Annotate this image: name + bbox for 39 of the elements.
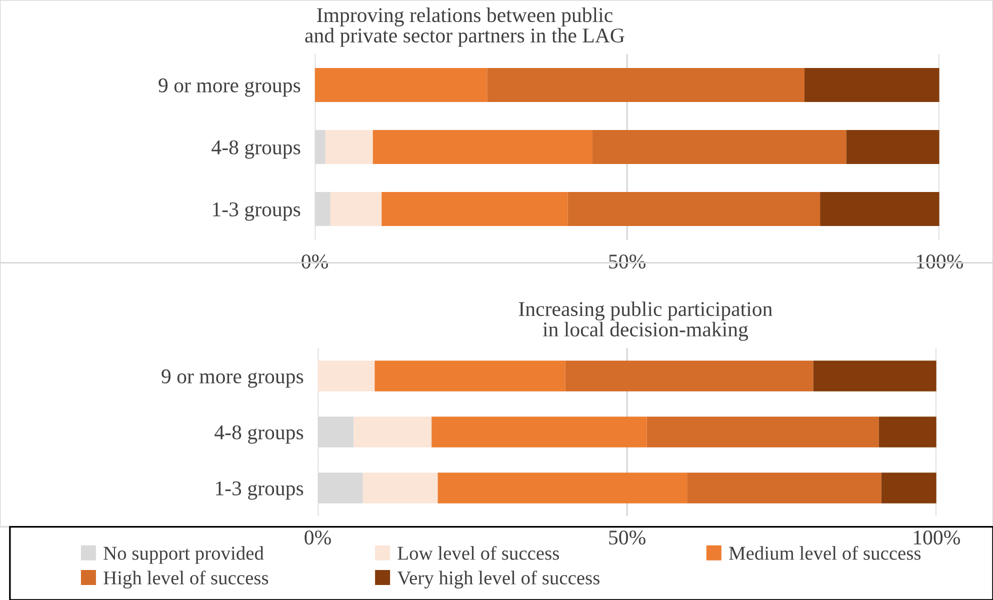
y-tick-label: 1-3 groups [216, 481, 304, 500]
y-tick-label: 9 or more groups [158, 78, 300, 97]
bar [820, 192, 940, 226]
bar [878, 416, 936, 448]
bar [646, 416, 879, 448]
bar [318, 360, 375, 392]
bar [362, 472, 438, 504]
bar [432, 416, 647, 448]
chart-title: Improving relations between public and private sector partners in the LAG [305, 8, 624, 47]
legend-label: Low level of success [398, 546, 559, 560]
x-tick-label: 0% [304, 530, 331, 545]
bar [687, 472, 882, 504]
bar [804, 68, 940, 102]
bar [382, 192, 568, 226]
bar [354, 416, 432, 448]
bar [592, 130, 846, 164]
y-tick-label: 9 or more groups [162, 369, 304, 388]
legend-label: No support provided [104, 546, 264, 564]
legend-label: Very high level of success [397, 570, 600, 588]
bar [374, 360, 566, 392]
bar [330, 192, 382, 226]
bar [438, 472, 688, 504]
bar [372, 130, 592, 164]
legend-label: High level of success [104, 570, 268, 588]
bar [568, 192, 820, 226]
bar [487, 68, 804, 102]
y-tick-label: 1-3 groups [213, 202, 300, 221]
legend-label: Medium level of success [729, 546, 921, 560]
bar [314, 68, 488, 102]
bar [881, 472, 936, 504]
bar [565, 360, 814, 392]
x-tick-label: 100% [914, 530, 960, 545]
y-tick-label: 4-8 groups [212, 140, 300, 159]
chart-title: Increasing public participation in local decision-making [518, 301, 772, 341]
bar [813, 360, 936, 392]
bar [846, 130, 940, 164]
y-tick-label: 4-8 groups [214, 425, 304, 444]
x-tick-label: 50% [609, 530, 646, 545]
bar [325, 130, 373, 164]
